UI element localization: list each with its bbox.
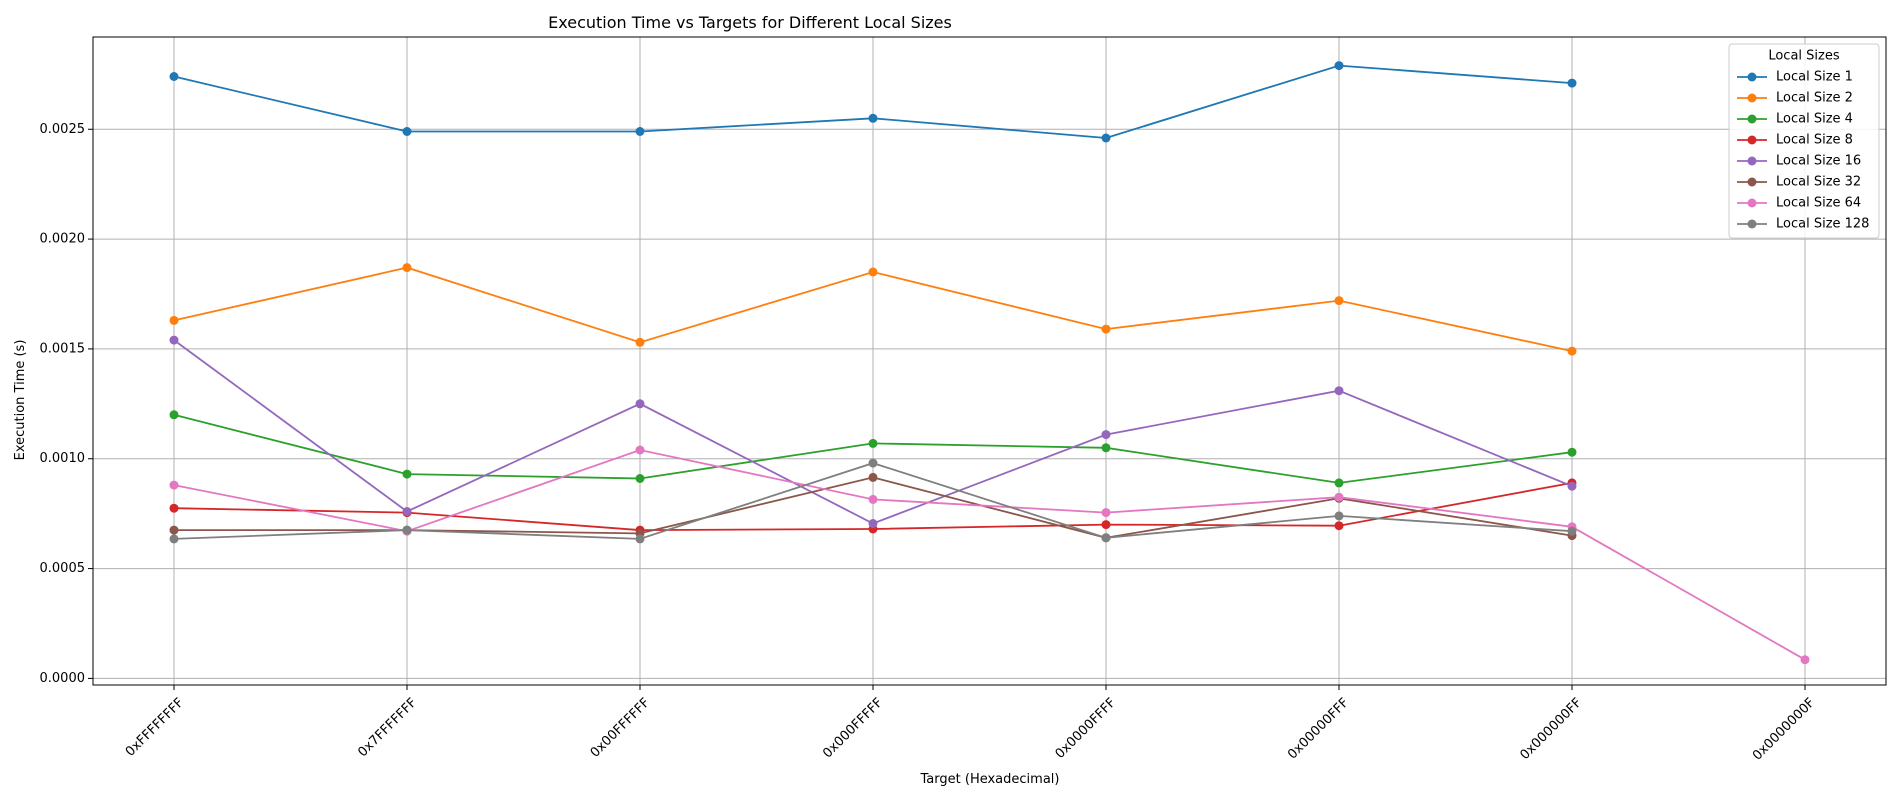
data-point: [1101, 133, 1111, 143]
data-point: [402, 127, 412, 136]
data-point: [868, 438, 878, 448]
y-tick-label: 0.0015: [40, 341, 86, 356]
x-tick-label: 0x00FFFFFF: [588, 695, 653, 760]
data-point: [1101, 430, 1111, 440]
data-point: [1334, 521, 1344, 531]
y-tick-label: 0.0020: [40, 232, 86, 247]
data-point: [635, 399, 645, 409]
legend-marker: [1747, 177, 1757, 187]
data-point: [635, 445, 645, 455]
data-point: [1101, 508, 1111, 518]
data-point: [169, 480, 179, 490]
legend-item: Local Size 128: [1737, 217, 1869, 232]
data-point: [868, 267, 878, 277]
legend-label: Local Size 16: [1776, 154, 1861, 169]
x-tick-label: 0x0000FFFF: [1053, 695, 1119, 761]
legend-marker: [1747, 219, 1757, 229]
x-tick-label: 0x0000000F: [1750, 695, 1818, 763]
legend-label: Local Size 32: [1776, 175, 1861, 190]
legend-marker: [1747, 114, 1757, 124]
legend-item: Local Size 1: [1737, 70, 1853, 85]
data-point: [1567, 447, 1577, 457]
chart-title: Execution Time vs Targets for Different …: [548, 13, 952, 32]
data-point: [635, 337, 645, 347]
plot-frame: [92, 36, 1887, 686]
data-point: [868, 519, 878, 528]
data-point: [1334, 478, 1344, 488]
y-tick-label: 0.0010: [40, 451, 86, 466]
data-point: [1101, 520, 1111, 530]
data-point: [1334, 492, 1344, 502]
data-point: [868, 472, 878, 482]
data-point: [1101, 324, 1111, 334]
data-point: [868, 458, 878, 468]
data-point: [1334, 61, 1344, 71]
data-point: [1567, 481, 1577, 491]
data-point: [402, 263, 412, 273]
data-point: [169, 503, 179, 513]
legend-label: Local Size 1: [1776, 70, 1853, 85]
legend-marker: [1747, 93, 1757, 103]
legend-marker: [1747, 198, 1757, 208]
legend-marker: [1747, 72, 1757, 82]
x-axis-label: Target (Hexadecimal): [920, 772, 1060, 787]
data-point: [402, 469, 412, 479]
data-point: [635, 127, 645, 136]
legend-label: Local Size 8: [1776, 133, 1853, 148]
legend-box: [1728, 43, 1880, 239]
y-tick-label: 0.0000: [40, 671, 86, 686]
legend-item: Local Size 32: [1737, 175, 1861, 190]
data-point: [169, 335, 179, 345]
legend-item: Local Size 4: [1737, 112, 1853, 127]
data-point: [635, 474, 645, 483]
legend-title: Local Sizes: [1768, 49, 1840, 64]
x-tick-label: 0x000000FF: [1517, 695, 1585, 763]
data-point: [1334, 386, 1344, 396]
legend-item: Local Size 8: [1737, 133, 1853, 148]
y-tick-label: 0.0025: [40, 122, 86, 137]
legend-label: Local Size 128: [1776, 217, 1869, 232]
series-local-size-4: [169, 410, 1577, 488]
data-point: [169, 525, 179, 535]
legend-label: Local Size 2: [1776, 91, 1853, 106]
series-local-size-16: [169, 335, 1577, 528]
x-tick-label: 0xFFFFFFFF: [123, 695, 187, 759]
data-point: [169, 72, 179, 81]
data-point: [1567, 346, 1577, 356]
x-tick-label: 0x00000FFF: [1285, 695, 1352, 762]
legend-item: Local Size 2: [1737, 91, 1853, 106]
data-point: [1800, 655, 1810, 665]
data-point: [1567, 526, 1577, 536]
legend-marker: [1747, 156, 1757, 166]
data-point: [169, 315, 179, 325]
legend-label: Local Size 64: [1776, 196, 1861, 211]
y-tick-label: 0.0005: [40, 561, 86, 576]
series-local-size-128: [169, 458, 1577, 544]
data-point: [1334, 511, 1344, 521]
legend-item: Local Size 64: [1737, 196, 1861, 211]
series-line: [173, 449, 1806, 661]
x-tick-label: 0x7FFFFFFF: [355, 695, 420, 760]
data-point: [868, 494, 878, 504]
data-point: [1334, 296, 1344, 306]
data-point: [169, 534, 179, 544]
data-point: [1101, 443, 1111, 453]
data-point: [868, 113, 878, 123]
data-point: [635, 534, 645, 544]
y-axis-label: Execution Time (s): [13, 340, 28, 461]
legend-item: Local Size 16: [1737, 154, 1861, 169]
legend-marker: [1747, 135, 1757, 145]
data-point: [1101, 533, 1111, 543]
series-local-size-2: [169, 263, 1577, 356]
x-tick-label: 0x000FFFFF: [820, 695, 886, 761]
series-local-size-1: [169, 61, 1577, 143]
data-point: [169, 410, 179, 420]
legend-label: Local Size 4: [1776, 112, 1853, 127]
data-point: [402, 525, 412, 535]
data-point: [1567, 78, 1577, 88]
data-point: [402, 507, 412, 516]
